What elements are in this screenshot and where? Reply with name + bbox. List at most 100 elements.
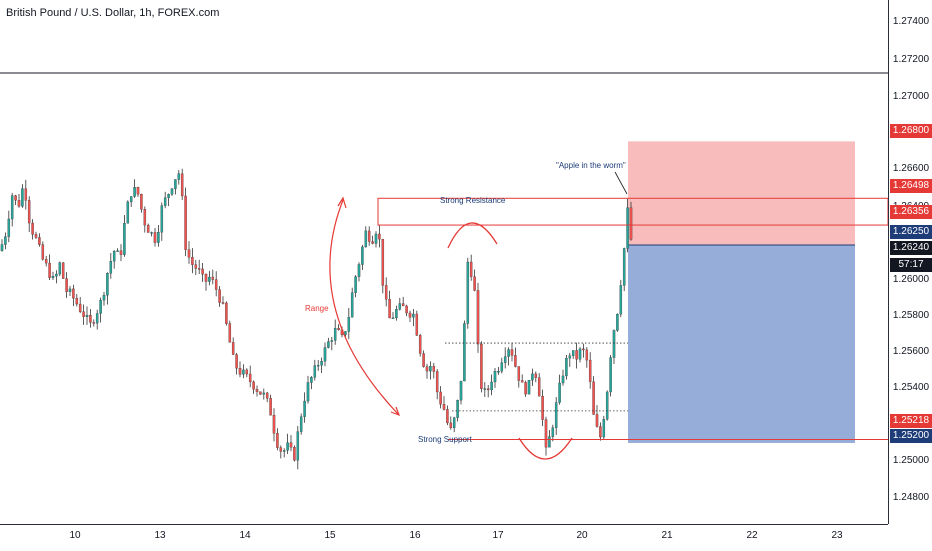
candle-body <box>231 342 235 355</box>
candle <box>68 285 72 296</box>
candle <box>282 448 286 458</box>
price-axis[interactable]: 1.27400 1.27200 1.27000 1.26600 1.26400 … <box>888 0 932 524</box>
candle <box>412 309 415 327</box>
annotation-strong-resistance[interactable]: Strong Resistance <box>440 196 506 205</box>
candle <box>119 244 123 262</box>
candle-body <box>167 194 170 198</box>
candle <box>82 304 85 325</box>
candle <box>10 192 14 227</box>
candle <box>225 301 228 326</box>
candle <box>551 424 555 442</box>
candle <box>252 380 255 394</box>
candle-body <box>44 259 48 264</box>
candle-body <box>262 392 266 395</box>
candle <box>296 426 300 470</box>
candle <box>191 248 194 274</box>
range-arrowhead-bottom <box>390 406 401 417</box>
candle-body <box>473 276 476 291</box>
candle-body <box>483 388 487 390</box>
candle-body <box>269 398 272 416</box>
candle-body <box>469 261 473 277</box>
candle <box>146 223 150 233</box>
annotation-strong-support[interactable]: Strong Support <box>418 435 472 444</box>
candle <box>214 271 218 297</box>
entry-price-tag: 1.26250 <box>890 225 932 239</box>
candle <box>408 310 412 322</box>
candle-body <box>140 194 143 210</box>
take-profit-price-tag: 1.25200 <box>890 429 932 443</box>
candle <box>629 201 633 241</box>
candle <box>55 270 58 284</box>
candle <box>357 262 361 282</box>
candle-body <box>347 316 351 332</box>
candle-body <box>622 248 626 286</box>
candle-body <box>561 375 565 384</box>
candle-body <box>629 207 633 240</box>
candle <box>616 313 619 332</box>
candle-body <box>571 350 575 356</box>
candle-body <box>293 447 296 461</box>
candle-body <box>133 187 136 197</box>
candle <box>133 179 136 198</box>
candle-body <box>194 264 198 269</box>
candle <box>429 361 432 380</box>
candle <box>157 224 160 247</box>
candle <box>75 294 79 307</box>
x-tick-label: 14 <box>239 530 251 541</box>
candle <box>497 366 500 375</box>
annotation-range[interactable]: Range <box>305 304 329 313</box>
candle <box>92 319 96 327</box>
candle <box>415 310 419 337</box>
y-tick-label: 1.27200 <box>892 54 930 65</box>
candle <box>170 188 174 196</box>
candle-body <box>58 262 62 275</box>
candle <box>279 445 283 459</box>
candle-body <box>371 241 374 244</box>
candle-body <box>602 419 606 438</box>
candle-body <box>493 371 497 383</box>
y-tick-label: 1.26600 <box>892 163 930 174</box>
candle-body <box>153 232 157 243</box>
candle <box>299 413 303 435</box>
candle-body <box>129 196 133 203</box>
candle <box>435 369 439 400</box>
candle <box>395 305 398 321</box>
candle <box>582 343 585 358</box>
candle <box>112 250 116 269</box>
candle-body <box>197 268 201 270</box>
candle <box>58 261 62 277</box>
candle <box>520 374 524 383</box>
candle <box>381 238 385 294</box>
candle-body <box>605 391 609 420</box>
candle-body <box>585 349 589 361</box>
apple-pointer-line <box>614 171 628 195</box>
candle-body <box>163 197 167 206</box>
annotation-apple-in-the-worm[interactable]: "Apple in the worm" <box>556 161 626 170</box>
candle-body <box>313 365 317 378</box>
candle-body <box>316 365 320 367</box>
candle-body <box>242 369 245 375</box>
candle-body <box>279 447 283 452</box>
candle <box>507 347 510 366</box>
candle-body <box>116 250 119 252</box>
candle-body <box>201 268 204 275</box>
candle <box>561 369 565 386</box>
candle-body <box>211 276 215 280</box>
candle-body <box>65 278 68 292</box>
candle <box>150 231 153 237</box>
candle <box>599 422 602 441</box>
time-axis[interactable]: 10 13 14 15 16 17 20 21 22 23 <box>0 524 888 551</box>
candle <box>65 272 68 298</box>
price-chart[interactable] <box>0 0 888 524</box>
candle-body <box>320 361 323 366</box>
candle-body <box>367 230 371 242</box>
candle <box>136 186 140 197</box>
candle <box>401 296 405 307</box>
candle <box>72 284 75 307</box>
candle-body <box>558 382 561 403</box>
candle-body <box>102 295 106 301</box>
chart-area[interactable]: British Pound / U.S. Dollar, 1h, FOREX.c… <box>0 0 888 524</box>
candle <box>255 385 259 397</box>
candle <box>432 362 436 379</box>
candle-body <box>146 224 150 233</box>
